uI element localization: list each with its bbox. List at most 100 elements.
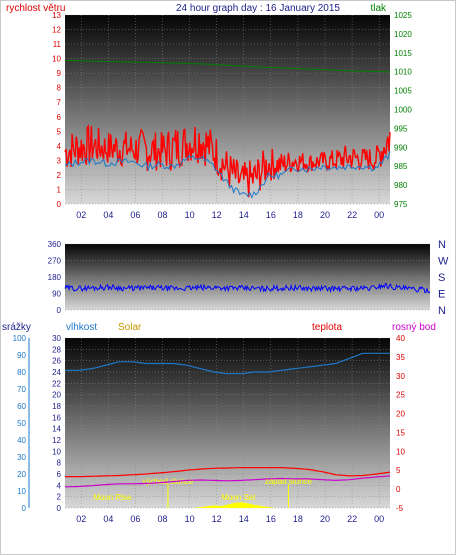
- humidity-y-tick-80: 80: [17, 368, 26, 377]
- solar-axis-label: Solar: [118, 322, 142, 333]
- wind-panel-x-tick-22: 22: [347, 210, 357, 220]
- temp-y-tick-5: 5: [396, 466, 401, 475]
- direction-y-tick-270: 270: [48, 257, 62, 266]
- compass-label-S-2: S: [438, 272, 445, 284]
- chart-title: 24 hour graph day : 16 January 2015: [176, 3, 340, 14]
- temperature-series: [65, 467, 391, 478]
- temp-panel-x-tick-12: 12: [212, 514, 222, 524]
- humidity-y-tick-0: 0: [22, 504, 27, 513]
- pressure-y-tick-1015: 1015: [394, 49, 412, 58]
- temp-y-tick--5: -5: [396, 504, 404, 513]
- wind-y-tick-6: 6: [57, 113, 62, 122]
- pressure-y-tick-1010: 1010: [394, 68, 412, 77]
- rain-y-tick-26: 26: [52, 357, 61, 366]
- direction-y-tick-360: 360: [48, 240, 62, 249]
- rain-y-tick-22: 22: [52, 379, 61, 388]
- temp-y-tick-25: 25: [396, 391, 405, 400]
- wind-y-tick-1: 1: [57, 185, 62, 194]
- wind-direction-series: [64, 282, 431, 294]
- wind-y-tick-11: 11: [53, 40, 62, 49]
- rain-y-tick-20: 20: [52, 391, 61, 400]
- rain-y-tick-28: 28: [52, 345, 61, 354]
- temp-y-tick-20: 20: [396, 410, 405, 419]
- pressure-series: [64, 59, 390, 73]
- rain-y-tick-10: 10: [52, 447, 61, 456]
- wind-gust-series: [64, 124, 391, 198]
- wind-y-tick-2: 2: [57, 171, 62, 180]
- pressure-y-tick-1020: 1020: [394, 30, 412, 39]
- temp-panel-x-tick-06: 06: [130, 514, 140, 524]
- wind-panel-x-tick-20: 20: [320, 210, 330, 220]
- wind-y-tick-8: 8: [57, 84, 62, 93]
- temp-y-tick-35: 35: [396, 353, 405, 362]
- wind-y-tick-10: 10: [52, 55, 61, 64]
- rain-y-tick-4: 4: [57, 481, 62, 490]
- compass-label-N-0: N: [438, 239, 446, 251]
- temp-y-tick-10: 10: [396, 447, 405, 456]
- compass-label-E-3: E: [438, 289, 445, 301]
- temp-y-tick-30: 30: [396, 372, 405, 381]
- wind-panel-x-tick-00: 00: [374, 210, 384, 220]
- temp-y-tick-0: 0: [396, 485, 401, 494]
- direction-y-tick-0: 0: [57, 306, 62, 315]
- humidity-y-tick-90: 90: [17, 351, 26, 360]
- humidity-y-tick-100: 100: [13, 334, 27, 343]
- wind-panel-x-tick-10: 10: [185, 210, 195, 220]
- rain-y-tick-18: 18: [52, 402, 61, 411]
- pressure-y-tick-985: 985: [394, 162, 408, 171]
- annotation-3: západ slunce: [265, 477, 313, 486]
- temp-panel-x-tick-10: 10: [185, 514, 195, 524]
- wind-panel-x-tick-08: 08: [157, 210, 167, 220]
- humidity-y-tick-40: 40: [17, 436, 26, 445]
- wind-average-series: [64, 151, 391, 199]
- wind-panel-x-tick-06: 06: [130, 210, 140, 220]
- wind-panel-x-tick-04: 04: [103, 210, 113, 220]
- solar-series: [193, 502, 275, 508]
- temp-y-tick-40: 40: [396, 334, 405, 343]
- wind-pressure-panel: [65, 15, 390, 204]
- wind-y-tick-7: 7: [57, 98, 62, 107]
- temp-panel-x-tick-22: 22: [347, 514, 357, 524]
- pressure-y-tick-975: 975: [394, 200, 408, 209]
- wind-panel-x-tick-12: 12: [212, 210, 222, 220]
- wind-y-tick-5: 5: [57, 127, 62, 136]
- rain-y-tick-30: 30: [52, 334, 61, 343]
- rain-y-tick-16: 16: [52, 413, 61, 422]
- temp-panel-x-tick-08: 08: [157, 514, 167, 524]
- humidity-y-tick-50: 50: [17, 419, 26, 428]
- wind-panel-x-tick-16: 16: [266, 210, 276, 220]
- pressure-axis-label: tlak: [370, 3, 387, 14]
- compass-label-N-4: N: [438, 305, 446, 317]
- wind-panel-x-tick-02: 02: [76, 210, 86, 220]
- temp-panel-x-tick-00: 00: [374, 514, 384, 524]
- wind-y-tick-12: 12: [52, 26, 61, 35]
- temp-panel-x-tick-20: 20: [320, 514, 330, 524]
- annotation-2: Moon Set: [221, 493, 256, 502]
- rain-y-tick-12: 12: [52, 436, 61, 445]
- wind-y-tick-0: 0: [57, 200, 62, 209]
- humidity-y-tick-20: 20: [17, 470, 26, 479]
- pressure-y-tick-990: 990: [394, 143, 408, 152]
- wind-y-tick-13: 13: [52, 11, 61, 20]
- rain-axis-label: srážky: [2, 322, 31, 333]
- temp-panel-x-tick-04: 04: [103, 514, 113, 524]
- rain-y-tick-24: 24: [52, 368, 61, 377]
- pressure-y-tick-1000: 1000: [394, 106, 412, 115]
- wind-speed-axis-label: rychlost větru: [6, 3, 65, 14]
- rain-y-tick-6: 6: [57, 470, 62, 479]
- rain-y-tick-8: 8: [57, 459, 62, 468]
- temperature-humidity-panel: [65, 338, 390, 508]
- wind-panel-x-tick-18: 18: [293, 210, 303, 220]
- direction-y-tick-180: 180: [48, 273, 62, 282]
- pressure-y-tick-1025: 1025: [394, 11, 412, 20]
- compass-label-W-1: W: [438, 256, 449, 268]
- humidity-y-tick-30: 30: [17, 453, 26, 462]
- pressure-y-tick-980: 980: [394, 181, 408, 190]
- humidity-axis-label: vlhkost: [66, 322, 97, 333]
- temp-panel-x-tick-02: 02: [76, 514, 86, 524]
- wind-y-tick-9: 9: [57, 69, 62, 78]
- temp-panel-x-tick-14: 14: [239, 514, 249, 524]
- temperature-axis-label: teplota: [312, 322, 342, 333]
- wind-panel-x-tick-14: 14: [239, 210, 249, 220]
